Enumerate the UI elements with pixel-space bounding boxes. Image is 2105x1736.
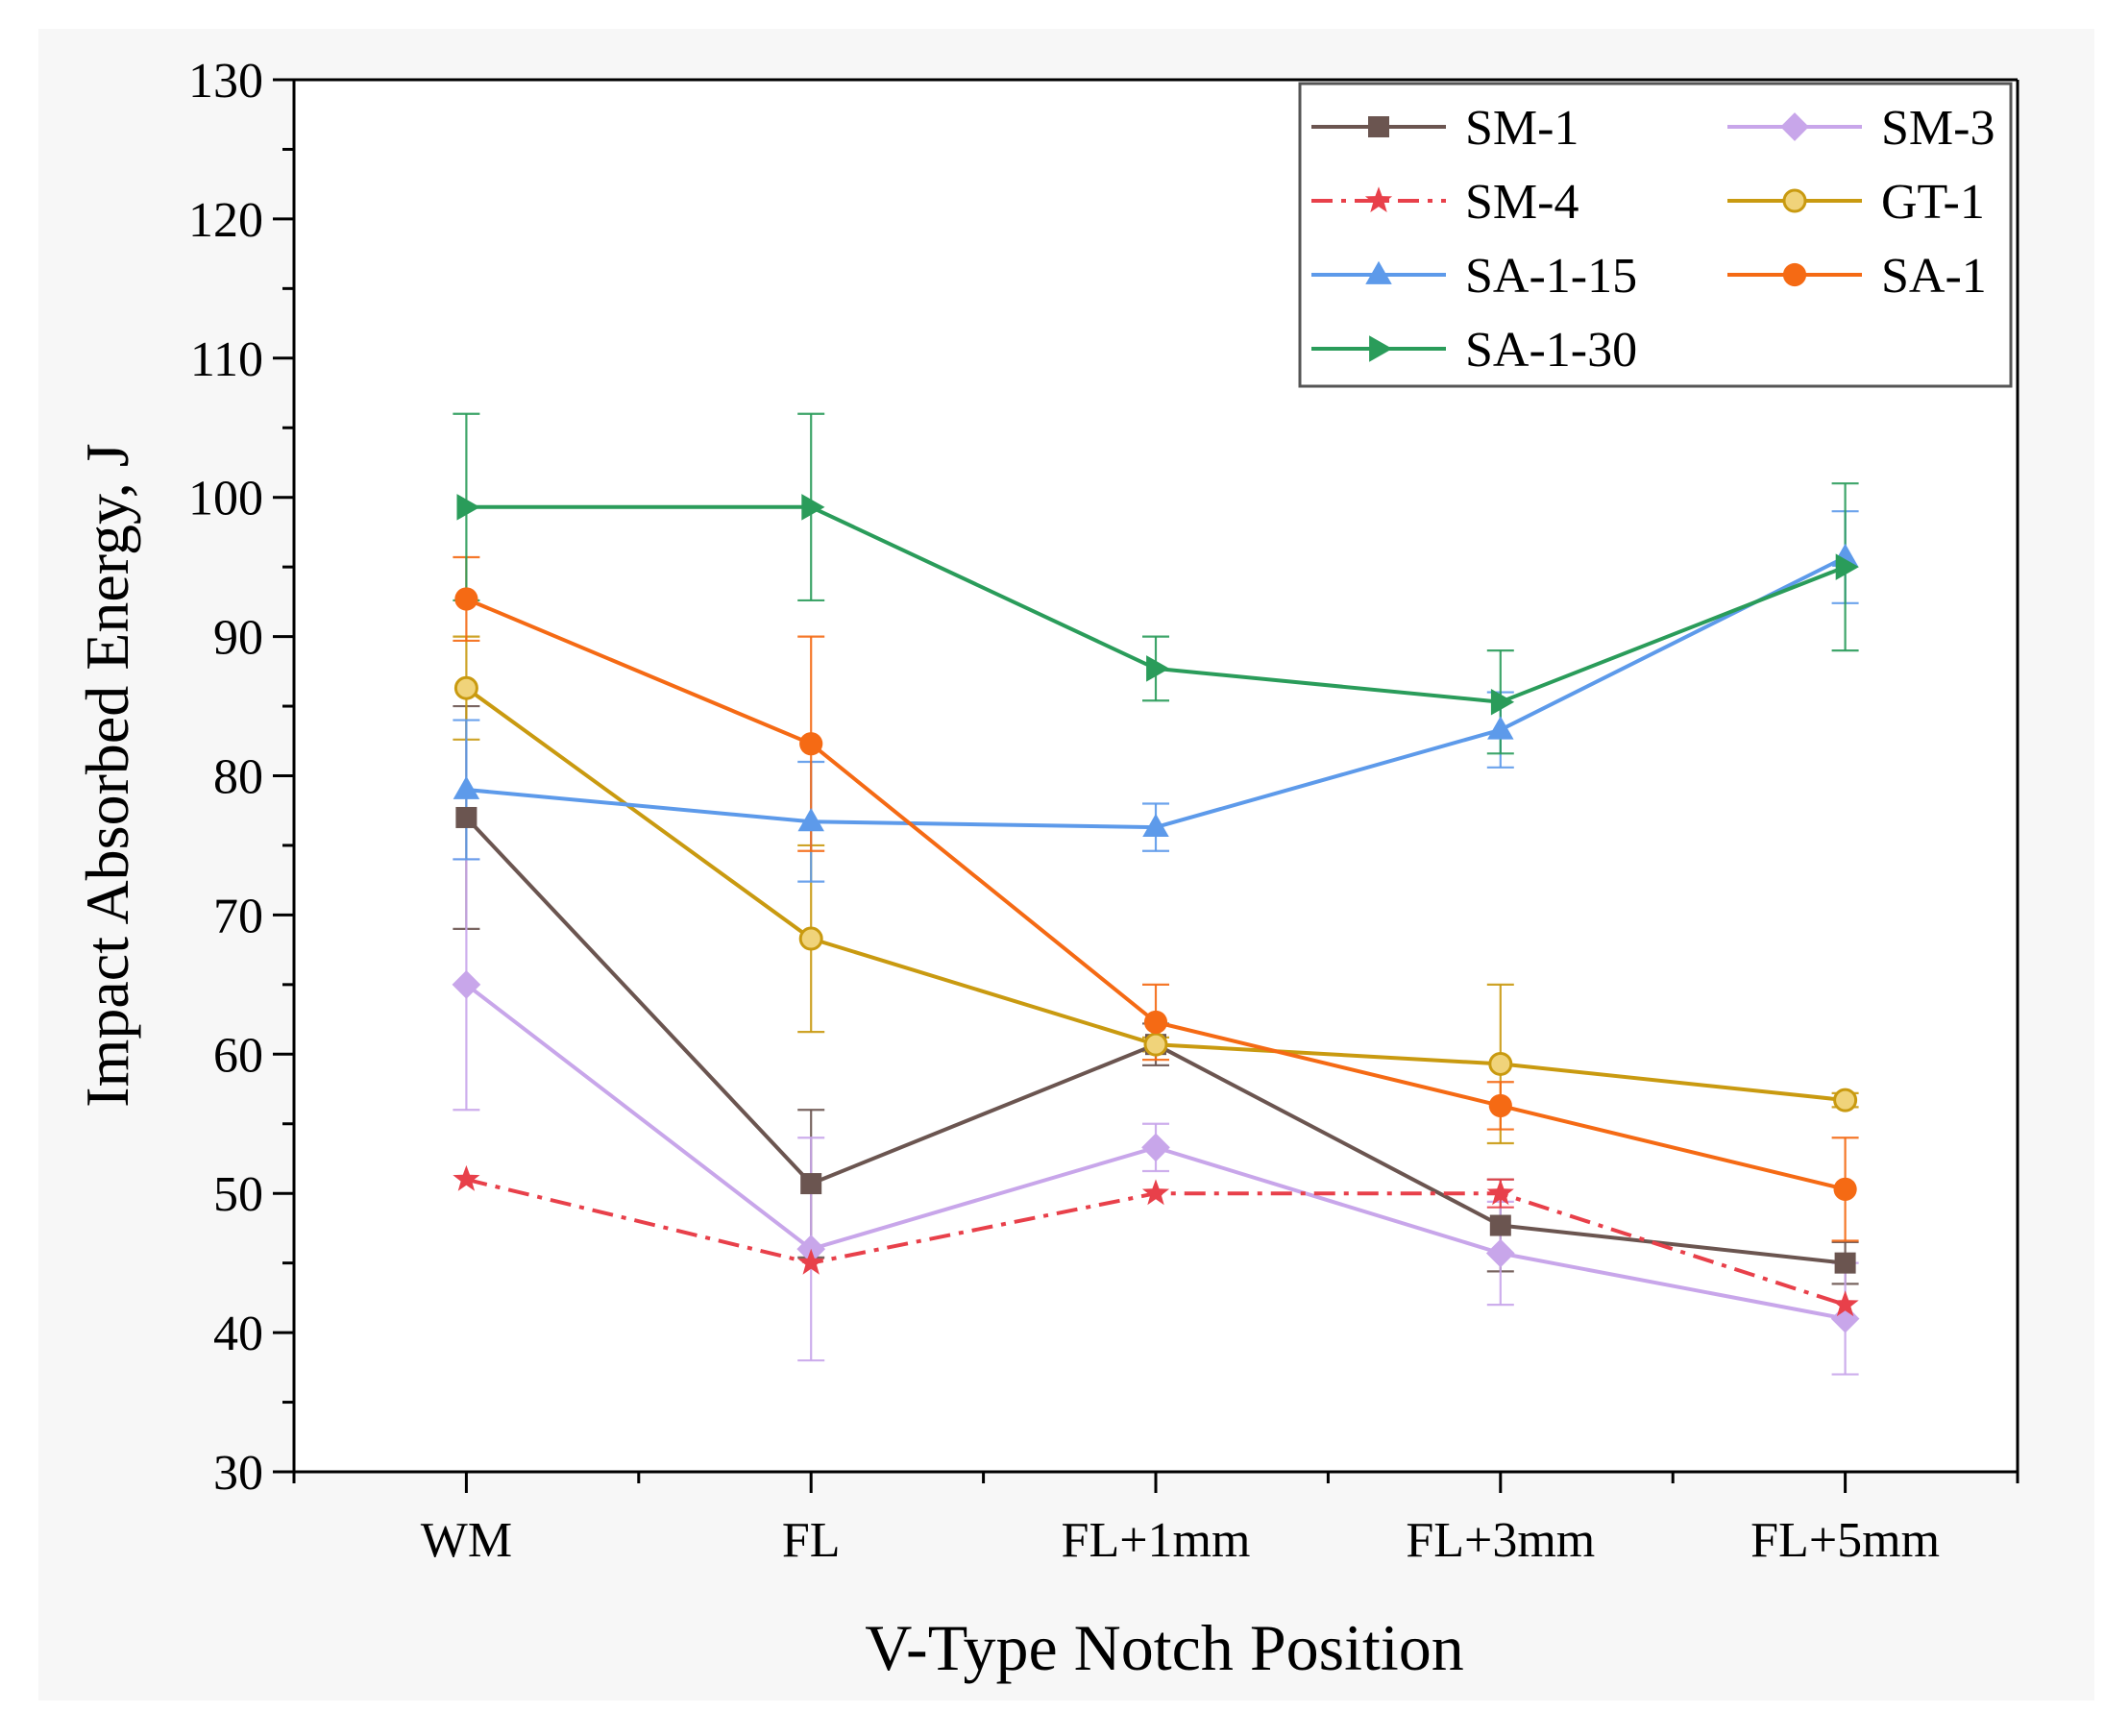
x-tick-label-fl: FL: [782, 1513, 841, 1568]
point-sm-4-fl-5mm: [1831, 1290, 1859, 1317]
legend-swatch-marker-sm-3: [1780, 112, 1809, 141]
point-sm-4-fl: [797, 1248, 825, 1275]
point-sa-1-30-fl-3mm: [1490, 688, 1515, 716]
point-sm-4-wm: [453, 1164, 480, 1191]
y-tick-label-100: 100: [188, 472, 263, 526]
point-sm-3-fl-1mm: [1141, 1133, 1170, 1162]
axes: 30 40 50 60 70 80 90 100 110 120 130 WM FL FL+1mm FL+3…: [188, 54, 2019, 1568]
legend-item-sa-1: SA-1: [1727, 249, 1987, 304]
legend-label-sa-1-30: SA-1-30: [1465, 323, 1637, 378]
y-tick-label-30: 30: [213, 1446, 263, 1501]
legend-item-sm-3: SM-3: [1727, 101, 1995, 156]
legend-label-gt-1: GT-1: [1881, 175, 1985, 230]
point-sa-1-30-wm: [456, 494, 480, 521]
point-sa-1-fl-1mm: [1143, 1010, 1168, 1035]
x-tick-label-fl-1mm: FL+1mm: [1062, 1513, 1251, 1568]
point-sm-1-fl-5mm: [1834, 1252, 1856, 1274]
point-sm-4-fl-1mm: [1141, 1179, 1170, 1206]
x-tick-label-fl-5mm: FL+5mm: [1750, 1513, 1940, 1568]
point-sa-1-fl-3mm: [1488, 1093, 1512, 1118]
legend-swatch-marker-sm-1: [1368, 116, 1389, 137]
point-sa-1-wm: [454, 587, 478, 611]
point-sa-1-fl-5mm: [1833, 1177, 1857, 1201]
legend-swatch-marker-gt-1: [1782, 188, 1807, 213]
legend-label-sm-1: SM-1: [1465, 101, 1579, 156]
point-sm-4-fl-3mm: [1486, 1179, 1514, 1206]
y-tick-label-70: 70: [213, 889, 263, 943]
point-gt-1-fl-1mm: [1143, 1032, 1168, 1057]
point-sm-1-fl: [800, 1173, 822, 1195]
point-sa-1-30-fl: [801, 494, 825, 521]
y-tick-label-130: 130: [188, 54, 263, 109]
legend-swatch-marker-sm-4: [1364, 186, 1393, 212]
legend-label-sa-1: SA-1: [1881, 249, 1987, 304]
legend-label-sa-1-15: SA-1-15: [1465, 249, 1637, 304]
y-tick-label-60: 60: [213, 1028, 263, 1083]
legend-item-sm-1: SM-1: [1311, 101, 1579, 156]
legend-item-sa-1-30: SA-1-30: [1311, 323, 1637, 378]
legend-label-sm-3: SM-3: [1881, 101, 1995, 156]
legend-box: [1298, 82, 2013, 388]
point-sa-1-30-fl-1mm: [1146, 655, 1170, 682]
x-axis-label: V-Type Notch Position: [865, 1611, 1464, 1684]
legend-swatch-marker-sa-1-15: [1365, 260, 1392, 284]
point-sa-1-30-fl-5mm: [1835, 553, 1859, 580]
y-tick-label-90: 90: [213, 611, 263, 666]
point-sa-1-15-wm: [453, 775, 480, 799]
point-sm-3-wm: [452, 970, 481, 999]
x-tick-label-wm: WM: [421, 1513, 512, 1568]
point-sa-1-fl: [799, 732, 823, 756]
y-tick-label-80: 80: [213, 750, 263, 805]
y-tick-label-120: 120: [188, 193, 263, 248]
point-sm-1-wm: [455, 806, 477, 828]
y-tick-label-110: 110: [190, 332, 263, 387]
legend: SM-1 SM-3 SM-4 GT-1 SA-1-15 SA-1 SA-1-30: [1298, 82, 2013, 388]
x-tick-label-fl-3mm: FL+3mm: [1406, 1513, 1595, 1568]
point-gt-1-wm: [453, 675, 478, 700]
legend-item-sm-4: SM-4: [1311, 175, 1579, 230]
point-gt-1-fl-3mm: [1488, 1051, 1513, 1076]
point-gt-1-fl-5mm: [1833, 1088, 1858, 1113]
legend-item-gt-1: GT-1: [1727, 175, 1985, 230]
point-sa-1-15-fl-1mm: [1142, 813, 1169, 838]
y-axis-label: Impact Absorbed Energy, J: [73, 443, 141, 1107]
legend-item-sa-1-15: SA-1-15: [1311, 249, 1637, 304]
point-sm-1-fl-3mm: [1489, 1214, 1511, 1236]
legend-swatch-marker-sa-1: [1782, 262, 1807, 287]
point-gt-1-fl: [798, 926, 823, 951]
point-sm-3-fl-5mm: [1830, 1304, 1860, 1333]
legend-label-sm-4: SM-4: [1465, 175, 1579, 230]
point-sa-1-15-fl-3mm: [1487, 716, 1514, 740]
y-tick-label-50: 50: [213, 1167, 263, 1222]
legend-swatch-marker-sa-1-30: [1369, 335, 1393, 362]
series-markers: [452, 494, 1860, 1333]
point-sm-3-fl-3mm: [1485, 1238, 1515, 1268]
y-tick-label-40: 40: [213, 1307, 263, 1361]
point-sa-1-15-fl: [797, 808, 824, 832]
